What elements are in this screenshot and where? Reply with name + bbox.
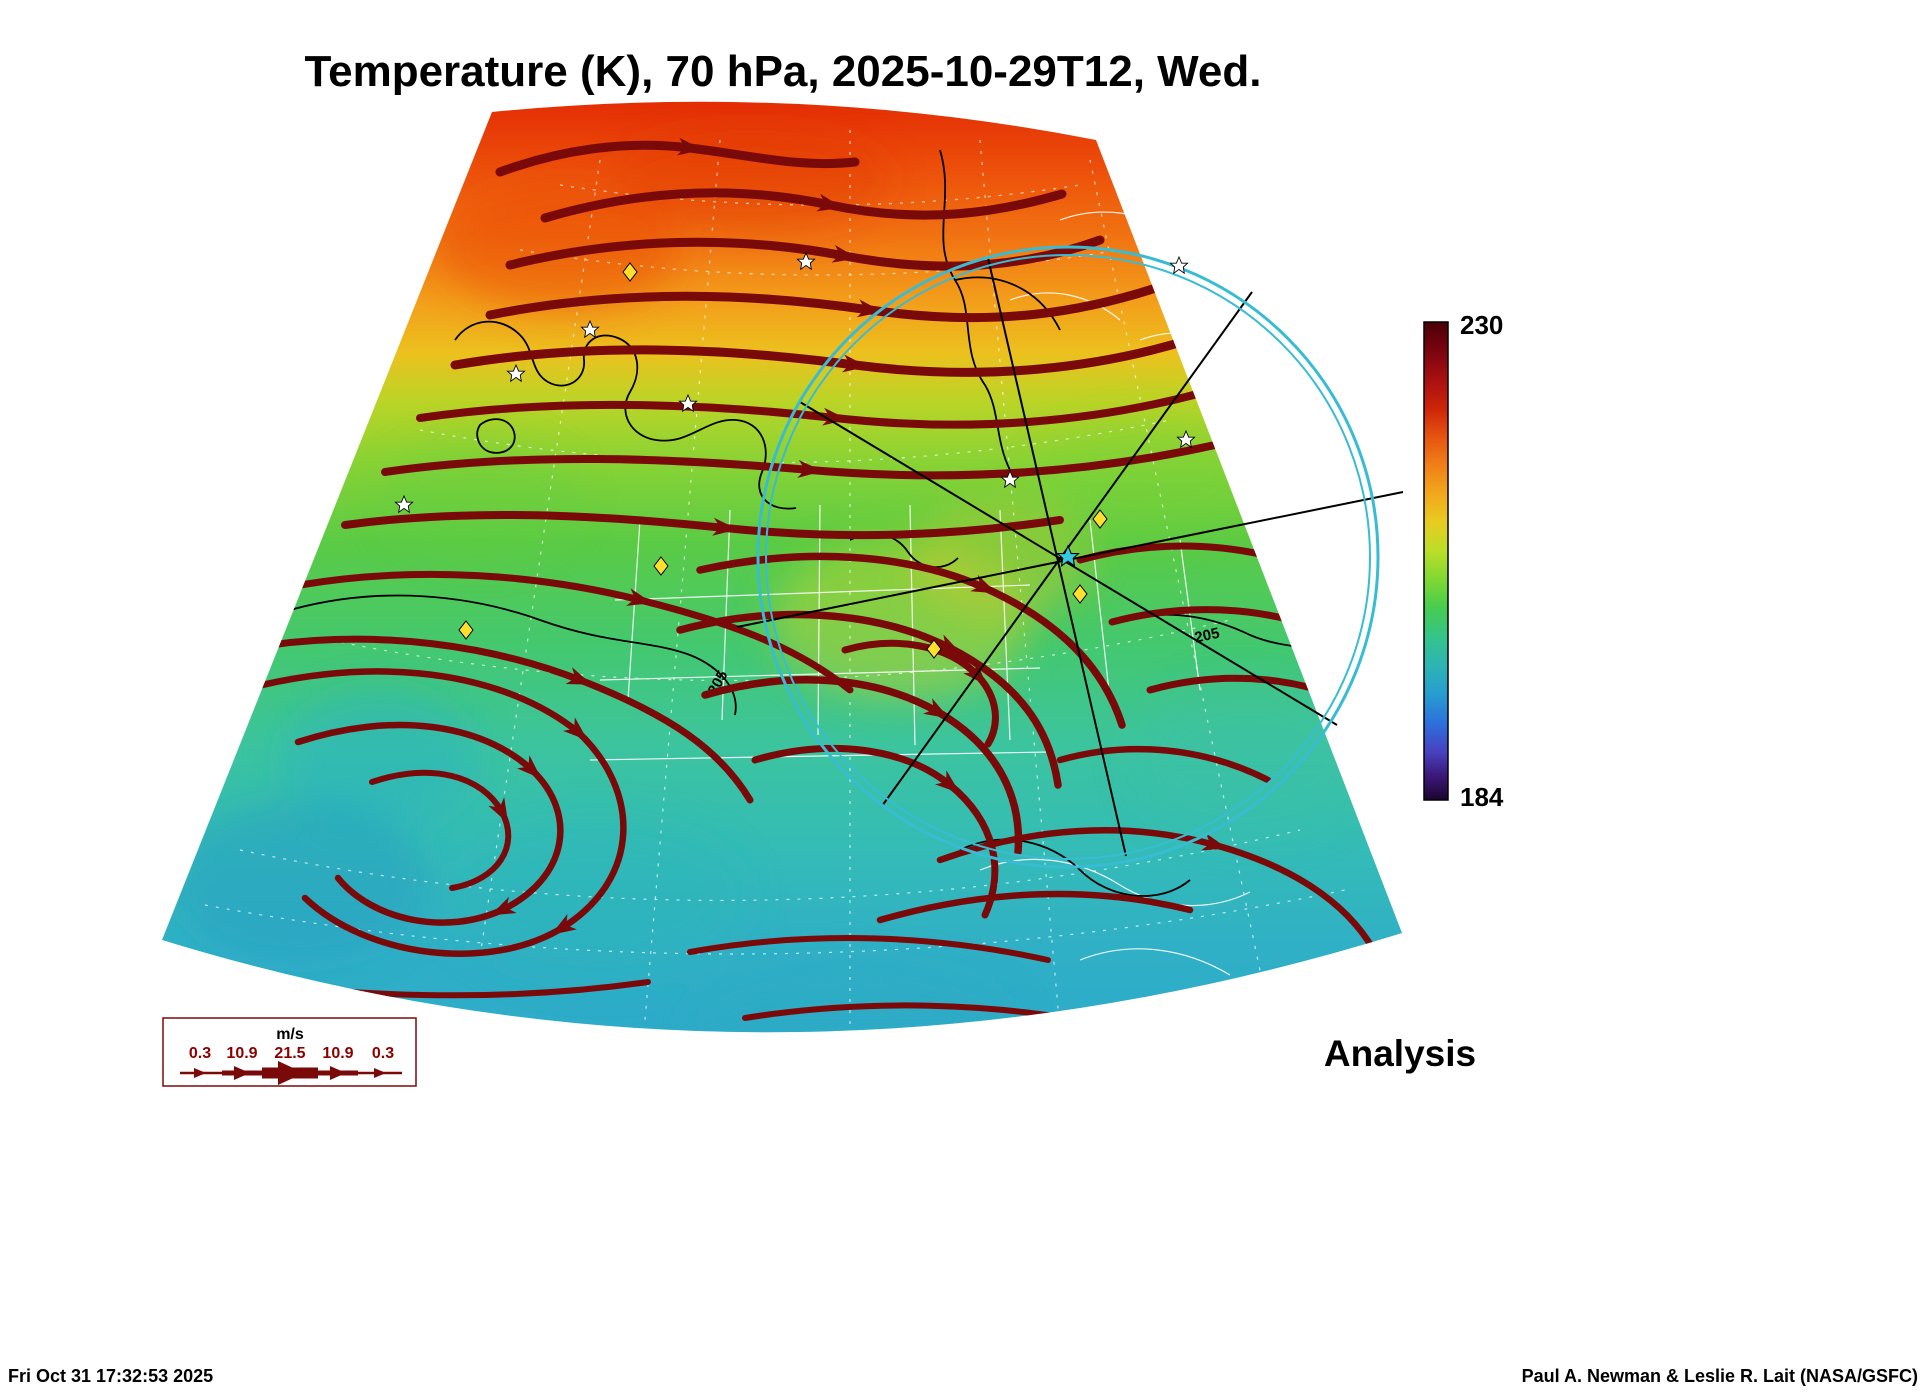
footer-credit: Paul A. Newman & Leslie R. Lait (NASA/GS…: [1522, 1366, 1918, 1386]
colorbar-min-label: 184: [1460, 782, 1504, 812]
colorbar-max-label: 230: [1460, 310, 1503, 340]
legend-arrow-scale: [180, 1061, 402, 1085]
page-title: Temperature (K), 70 hPa, 2025-10-29T12, …: [305, 47, 1262, 96]
legend-speed-value: 0.3: [372, 1045, 394, 1062]
legend-speed-value: 10.9: [322, 1045, 353, 1062]
wind-streamlines: [192, 137, 1401, 1028]
legend-speed-value: 21.5: [274, 1045, 305, 1062]
analysis-label: Analysis: [1324, 1033, 1476, 1074]
temperature-field: [162, 101, 1402, 1033]
wind-speed-legend: m/s 0.3 10.9 21.5 10.9 0.3: [162, 1017, 417, 1087]
contour-label-right: 205: [1193, 625, 1221, 647]
range-circle: [756, 245, 1380, 869]
colorbar-gradient: [1423, 321, 1449, 801]
legend-speed-value: 10.9: [226, 1045, 257, 1062]
legend-border: [162, 1017, 417, 1087]
footer-timestamp: Fri Oct 31 17:32:53 2025: [8, 1366, 213, 1386]
legend-units-label: m/s: [276, 1026, 304, 1043]
legend-speed-value: 0.3: [189, 1045, 211, 1062]
colorbar: 230 184: [1423, 310, 1504, 812]
